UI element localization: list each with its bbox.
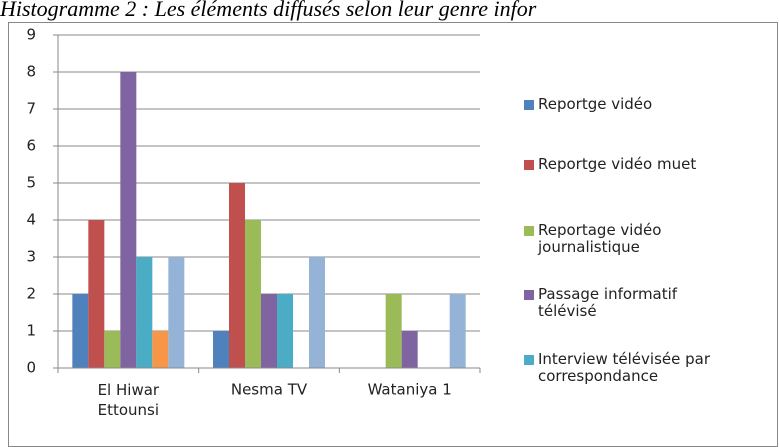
legend-swatch (524, 160, 534, 170)
bar (245, 220, 261, 368)
bar (401, 331, 418, 368)
bar (213, 331, 229, 368)
bar (88, 220, 105, 368)
legend-label: Reportage vidéo journalistique (538, 221, 662, 256)
bar (120, 72, 137, 368)
bar (168, 257, 185, 368)
bar (309, 257, 325, 368)
x-tick-label: El Hiwar Ettounsi (98, 381, 160, 419)
legend-item: Reportge vidéo muet (524, 156, 764, 173)
bar (104, 331, 121, 368)
y-tick-label: 1 (26, 322, 36, 340)
y-tick-label: 5 (26, 174, 36, 192)
bar (449, 294, 466, 368)
y-tick-label: 4 (26, 211, 36, 229)
bar (277, 294, 293, 368)
bar (136, 257, 153, 368)
y-tick-label: 2 (26, 285, 36, 303)
y-tick-label: 9 (26, 26, 36, 44)
legend-item: Reportge vidéo (524, 96, 764, 113)
legend-item: Interview télévisée par correspondance (524, 351, 764, 385)
y-tick-label: 0 (26, 359, 36, 377)
legend-label: Reportge vidéo muet (538, 155, 697, 173)
chart-frame (8, 22, 778, 447)
legend-swatch (524, 355, 534, 365)
legend-label: Interview télévisée par correspondance (538, 350, 710, 385)
legend-swatch (524, 226, 534, 236)
legend-item: Passage informatif télévisé (524, 286, 764, 320)
legend-label: Passage informatif télévisé (538, 285, 678, 320)
legend-swatch (524, 290, 534, 300)
x-tick-label: Wataniya 1 (368, 381, 452, 399)
y-tick-label: 6 (26, 137, 36, 155)
bar (229, 183, 245, 368)
bar (261, 294, 277, 368)
bar (385, 294, 402, 368)
y-tick-label: 3 (26, 248, 36, 266)
y-tick-label: 7 (26, 100, 36, 118)
bar (72, 294, 89, 368)
bar (152, 331, 169, 368)
legend-label: Reportge vidéo (538, 95, 653, 113)
legend-item: Reportage vidéo journalistique (524, 222, 764, 256)
x-tick-label: Nesma TV (231, 381, 308, 399)
legend-swatch (524, 100, 534, 110)
chart-title: Histogramme 2 : Les éléments diffusés se… (0, 0, 537, 21)
y-tick-label: 8 (26, 63, 36, 81)
